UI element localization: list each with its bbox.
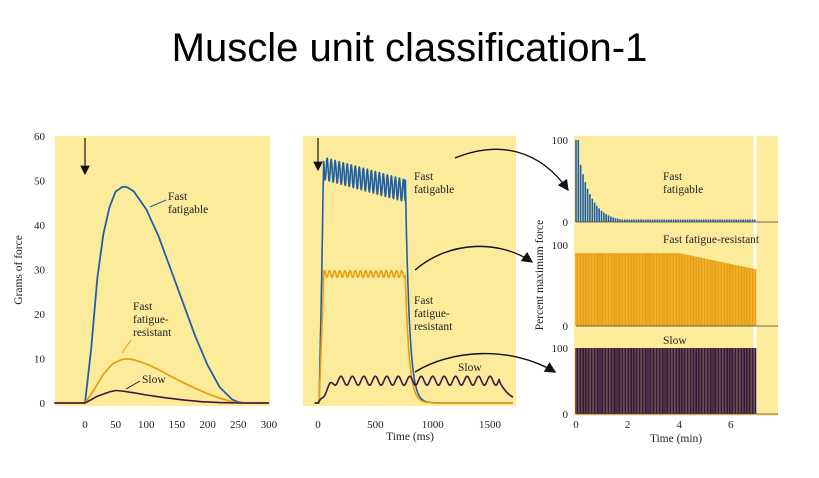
twitch-pointer-slow (125, 380, 141, 390)
x-tick-label: 1000 (422, 419, 445, 431)
x-tick-label: 4 (676, 419, 682, 431)
x-tick-label: 200 (199, 419, 216, 431)
y-tick-label: 40 (34, 220, 46, 232)
x-tick-label: 250 (230, 419, 247, 431)
x-tick-label: 100 (138, 419, 155, 431)
y-tick-label: 100 (552, 240, 569, 252)
x-tick-label: 0 (82, 419, 88, 431)
fatigue-xlabel: Time (min) (650, 433, 702, 445)
x-tick-label: 150 (169, 419, 186, 431)
tetanus-label-slow: Slow (458, 362, 482, 374)
y-tick-label: 0 (563, 409, 569, 421)
y-tick-label: 0 (563, 217, 569, 229)
twitch-panel-bg (55, 136, 270, 406)
tetanus-series-fast-fatigue-resistant (313, 269, 514, 404)
y-tick-label: 0 (563, 321, 569, 333)
y-tick-label: 100 (552, 135, 569, 147)
twitch-series-fast-fatigable (54, 185, 269, 404)
x-tick-label: 50 (110, 419, 122, 431)
y-tick-label: 50 (34, 176, 46, 188)
x-tick-label: 1500 (479, 419, 502, 431)
twitch-pointer-ffr (121, 339, 132, 354)
y-tick-label: 10 (34, 354, 46, 366)
y-tick-label: 30 (34, 265, 46, 277)
fatigue-label-fast-fatigue-resistant: Fast fatigue-resistant (663, 234, 760, 246)
fatigue-panel: 0 2 4 6 0 100 0 100 0 100 Time (min) Percent max… (534, 135, 778, 445)
x-tick-label: 0 (315, 419, 321, 431)
x-tick-label: 2 (625, 419, 631, 431)
slide-title: Muscle unit classification-1 (171, 26, 648, 70)
twitch-label-slow: Slow (142, 374, 166, 386)
tetanus-label-fast-fatigable: Fast fatigable (414, 171, 454, 196)
connector-arrow-ff-icon (454, 148, 569, 192)
tetanus-label-fast-fatigue-resistant: Fast fatigue- resistant (414, 295, 453, 333)
x-tick-label: 500 (367, 419, 384, 431)
twitch-label-fast-fatigable: Fast fatigable (168, 191, 208, 216)
y-tick-label: 100 (552, 343, 569, 355)
y-tick-label: 20 (34, 309, 46, 321)
x-tick-label: 6 (728, 419, 734, 431)
twitch-panel: 0 10 20 30 40 50 60 0 50 100 150 200 250 300 Grams o… (13, 131, 278, 431)
x-tick-label: 0 (573, 419, 579, 431)
twitch-ylabel: Grams of force (13, 235, 25, 305)
tetanus-panel: 0 500 1000 1500 Time (ms) Fast fatigable Fa… (303, 136, 516, 443)
fatigue-ylabel: Percent maximum force (534, 220, 546, 331)
twitch-series-slow (54, 389, 269, 404)
tetanus-series-slow (313, 375, 514, 404)
y-tick-label: 60 (34, 131, 46, 143)
x-tick-label: 300 (261, 419, 278, 431)
fatigue-label-slow: Slow (663, 335, 687, 347)
fatigue-label-fast-fatigable: Fast fatigable (663, 171, 703, 196)
twitch-pointer-ff (149, 199, 167, 208)
twitch-series-fast-fatigue-resistant (54, 358, 269, 404)
y-tick-label: 0 (40, 398, 46, 410)
twitch-label-fast-fatigue-resistant: Fast fatigue- resistant (133, 301, 172, 339)
connector-arrow-slow-icon (414, 352, 557, 373)
tetanus-xlabel: Time (ms) (386, 431, 434, 443)
connector-arrow-ffr-icon (414, 245, 534, 271)
